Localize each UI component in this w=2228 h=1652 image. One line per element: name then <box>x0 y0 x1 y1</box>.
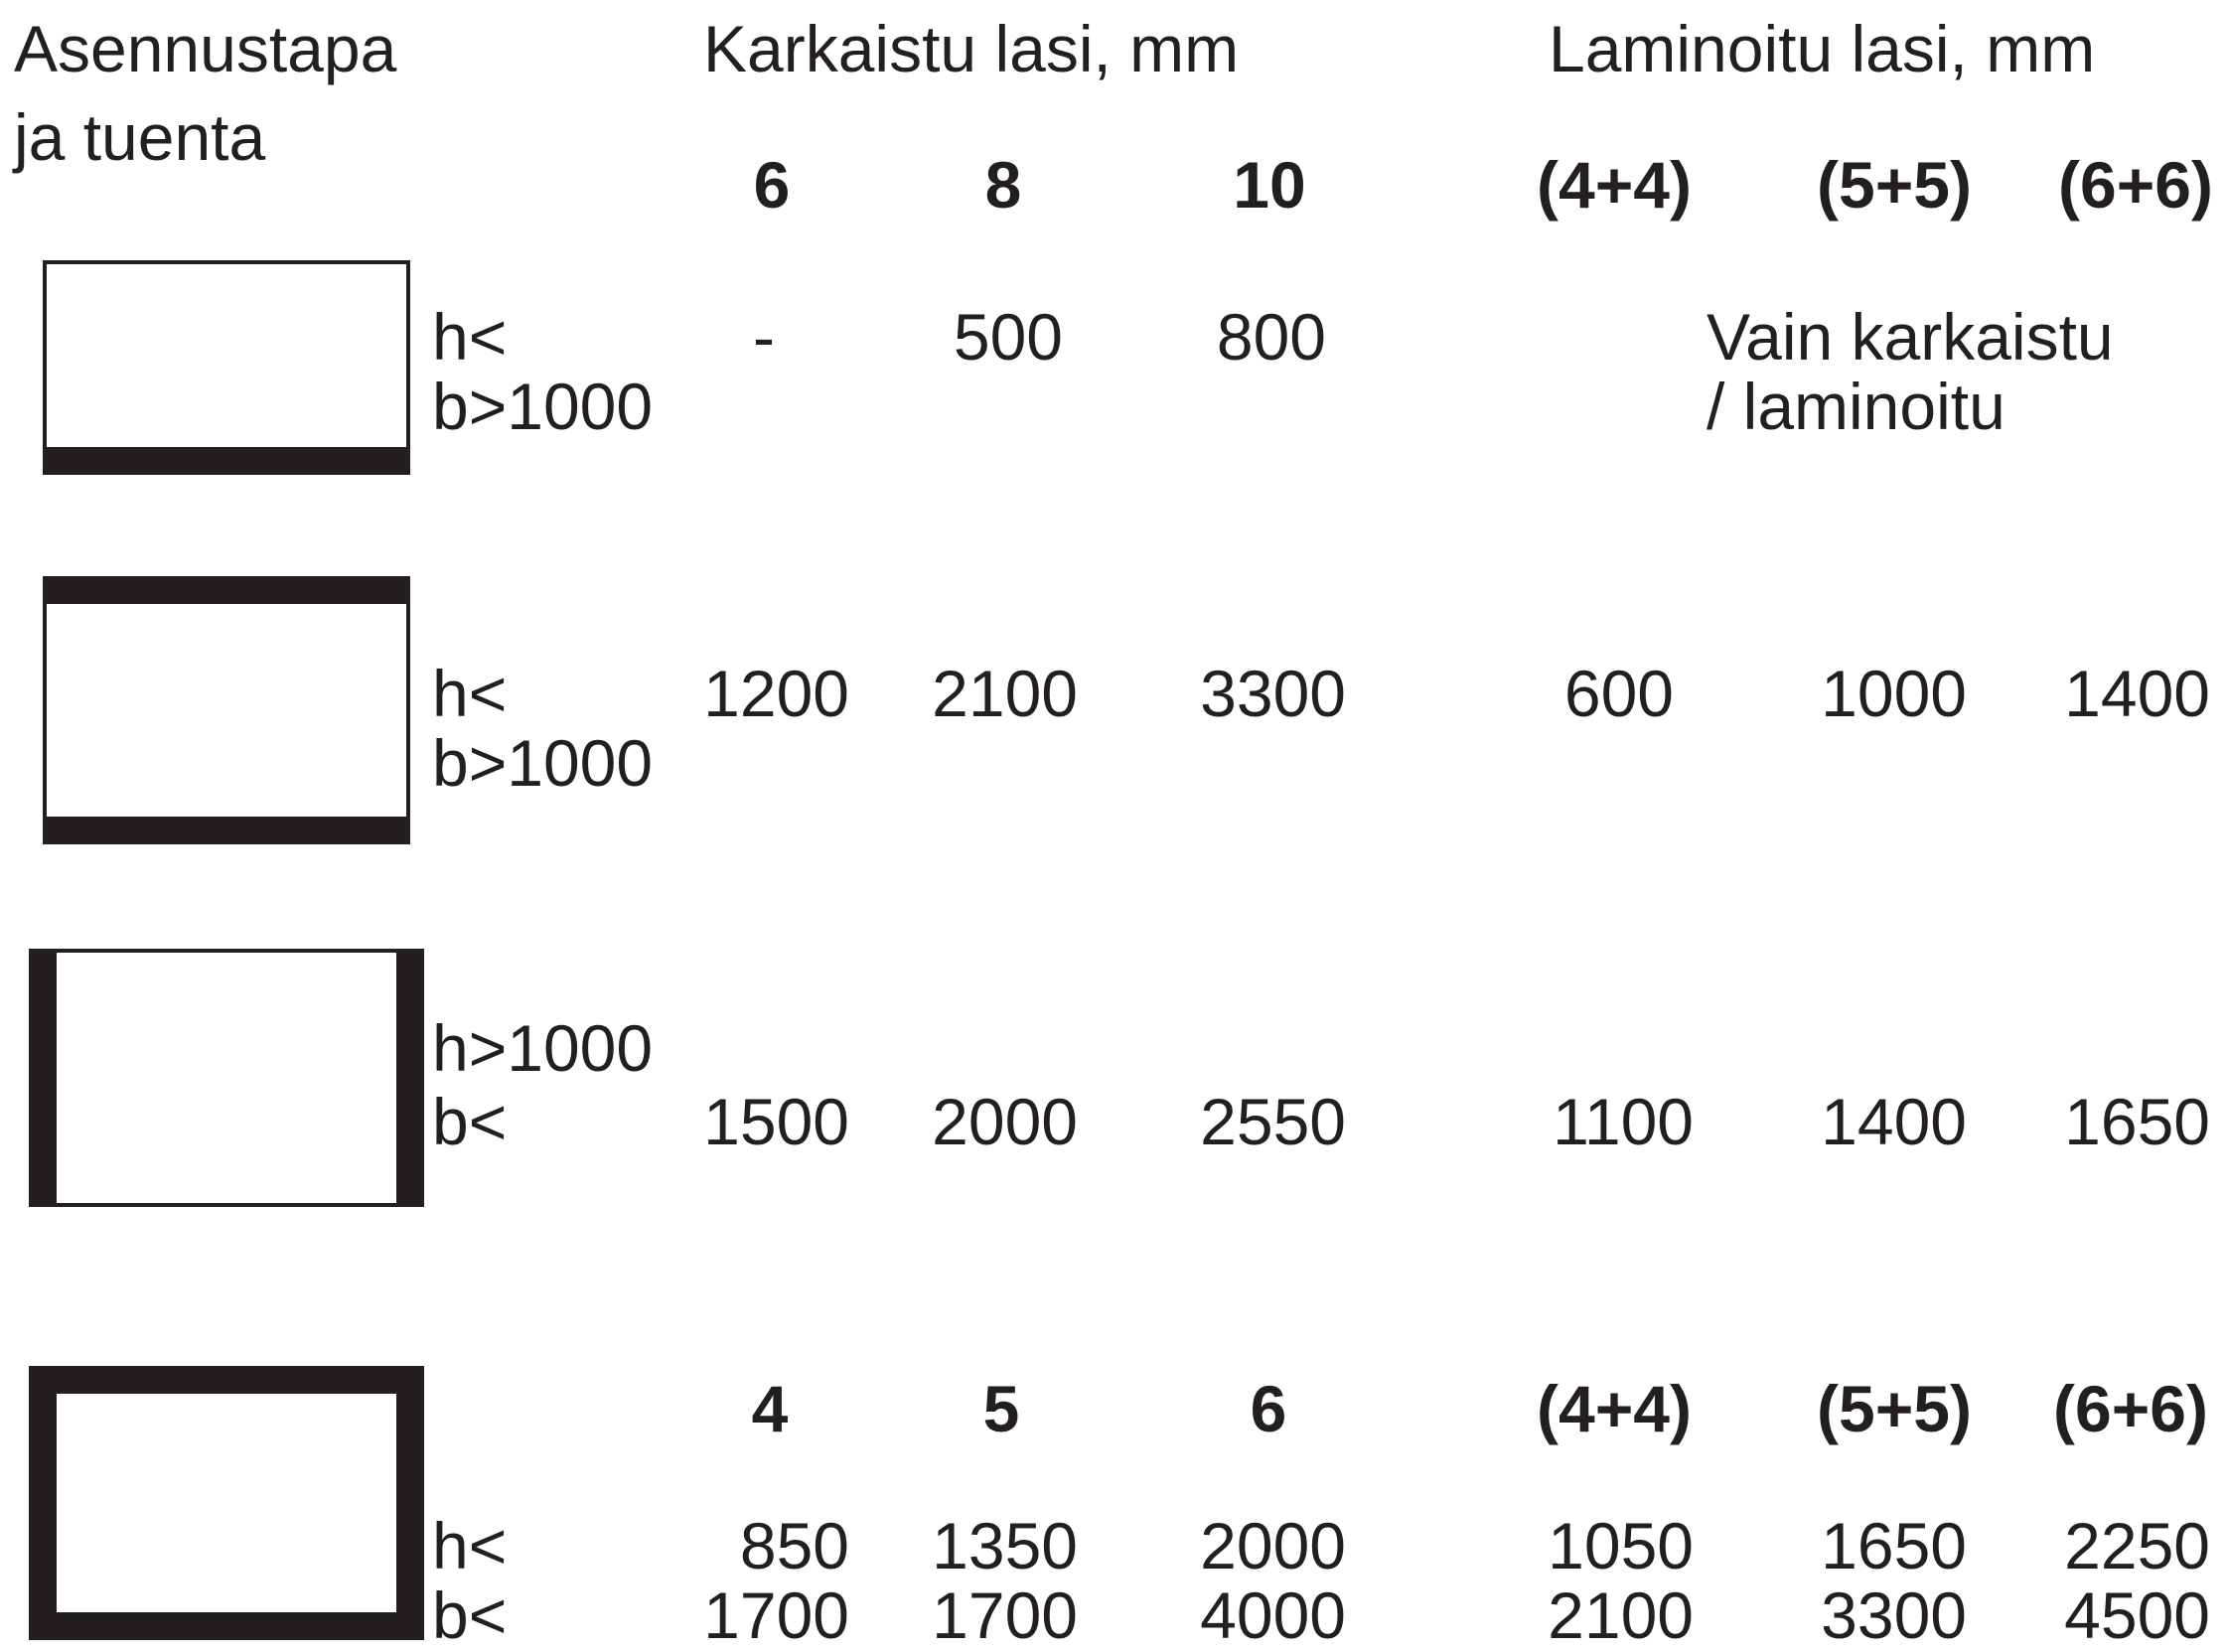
condition-width: b>1000 <box>432 370 654 443</box>
value-b-5-5: 3300 <box>1821 1578 1967 1652</box>
value-tempered-6: - <box>753 300 775 374</box>
note-line1: Vain karkaistu <box>1707 300 2114 374</box>
thickness-header-6: 6 <box>753 148 791 222</box>
thickness-header-8: 8 <box>984 148 1022 222</box>
thickness-header-4-4: (4+4) <box>1537 148 1692 222</box>
value-h-5: 1350 <box>932 1509 1078 1582</box>
mounting-header-line2: ja tuenta <box>14 100 266 174</box>
value-laminated-4-4: 1100 <box>1553 1085 1694 1158</box>
thickness-header-5-5: (5+5) <box>1817 148 1972 222</box>
value-laminated-5-5: 1000 <box>1821 657 1967 730</box>
value-h-4: 850 <box>739 1509 849 1582</box>
value-tempered-10: 2550 <box>1200 1085 1346 1158</box>
value-b-4: 1700 <box>703 1578 849 1652</box>
value-tempered-6: 1500 <box>703 1085 849 1158</box>
thickness-header-4: 4 <box>751 1372 789 1445</box>
value-laminated-4-4: 600 <box>1563 657 1674 730</box>
value-tempered-8: 2000 <box>932 1085 1078 1158</box>
value-laminated-6-6: 1400 <box>2064 657 2210 730</box>
thickness-header-5: 5 <box>982 1372 1020 1445</box>
thickness-header-6: 6 <box>1250 1372 1287 1445</box>
condition-height: h>1000 <box>432 1011 654 1085</box>
condition-height: h< <box>432 1509 508 1582</box>
thickness-header-4-4: (4+4) <box>1537 1372 1692 1445</box>
value-tempered-8: 500 <box>953 300 1063 374</box>
mounting-header-line1: Asennustapa <box>14 12 397 85</box>
value-b-6: 4000 <box>1200 1578 1346 1652</box>
laminated-glass-header: Laminoitu lasi, mm <box>1549 12 2096 85</box>
thickness-header-5-5: (5+5) <box>1817 1372 1972 1445</box>
value-h-6: 2000 <box>1200 1509 1346 1582</box>
value-h-6-6: 2250 <box>2064 1509 2210 1582</box>
value-tempered-8: 2100 <box>932 657 1078 730</box>
thickness-header-10: 10 <box>1233 148 1306 222</box>
top-bottom-edge-support-icon <box>43 576 410 844</box>
value-laminated-5-5: 1400 <box>1821 1085 1967 1158</box>
tempered-glass-header: Karkaistu lasi, mm <box>703 12 1240 85</box>
bottom-edge-support-icon <box>43 260 410 475</box>
condition-height: h< <box>432 657 508 730</box>
all-edges-support-icon <box>29 1366 424 1640</box>
value-tempered-10: 800 <box>1216 300 1326 374</box>
value-h-4-4: 1050 <box>1548 1509 1694 1582</box>
value-laminated-6-6: 1650 <box>2064 1085 2210 1158</box>
condition-width: b< <box>432 1085 508 1158</box>
thickness-header-6-6: (6+6) <box>2058 148 2213 222</box>
condition-width: b>1000 <box>432 726 654 800</box>
note-line2: / laminoitu <box>1707 370 2005 443</box>
value-tempered-6: 1200 <box>703 657 849 730</box>
value-b-4-4: 2100 <box>1548 1578 1694 1652</box>
value-b-5: 1700 <box>932 1578 1078 1652</box>
value-b-6-6: 4500 <box>2064 1578 2210 1652</box>
left-right-edge-support-icon <box>29 949 424 1207</box>
value-tempered-10: 3300 <box>1200 657 1346 730</box>
condition-height: h< <box>432 300 508 374</box>
condition-width: b< <box>432 1578 508 1652</box>
thickness-header-6-6: (6+6) <box>2053 1372 2208 1445</box>
value-h-5-5: 1650 <box>1821 1509 1967 1582</box>
